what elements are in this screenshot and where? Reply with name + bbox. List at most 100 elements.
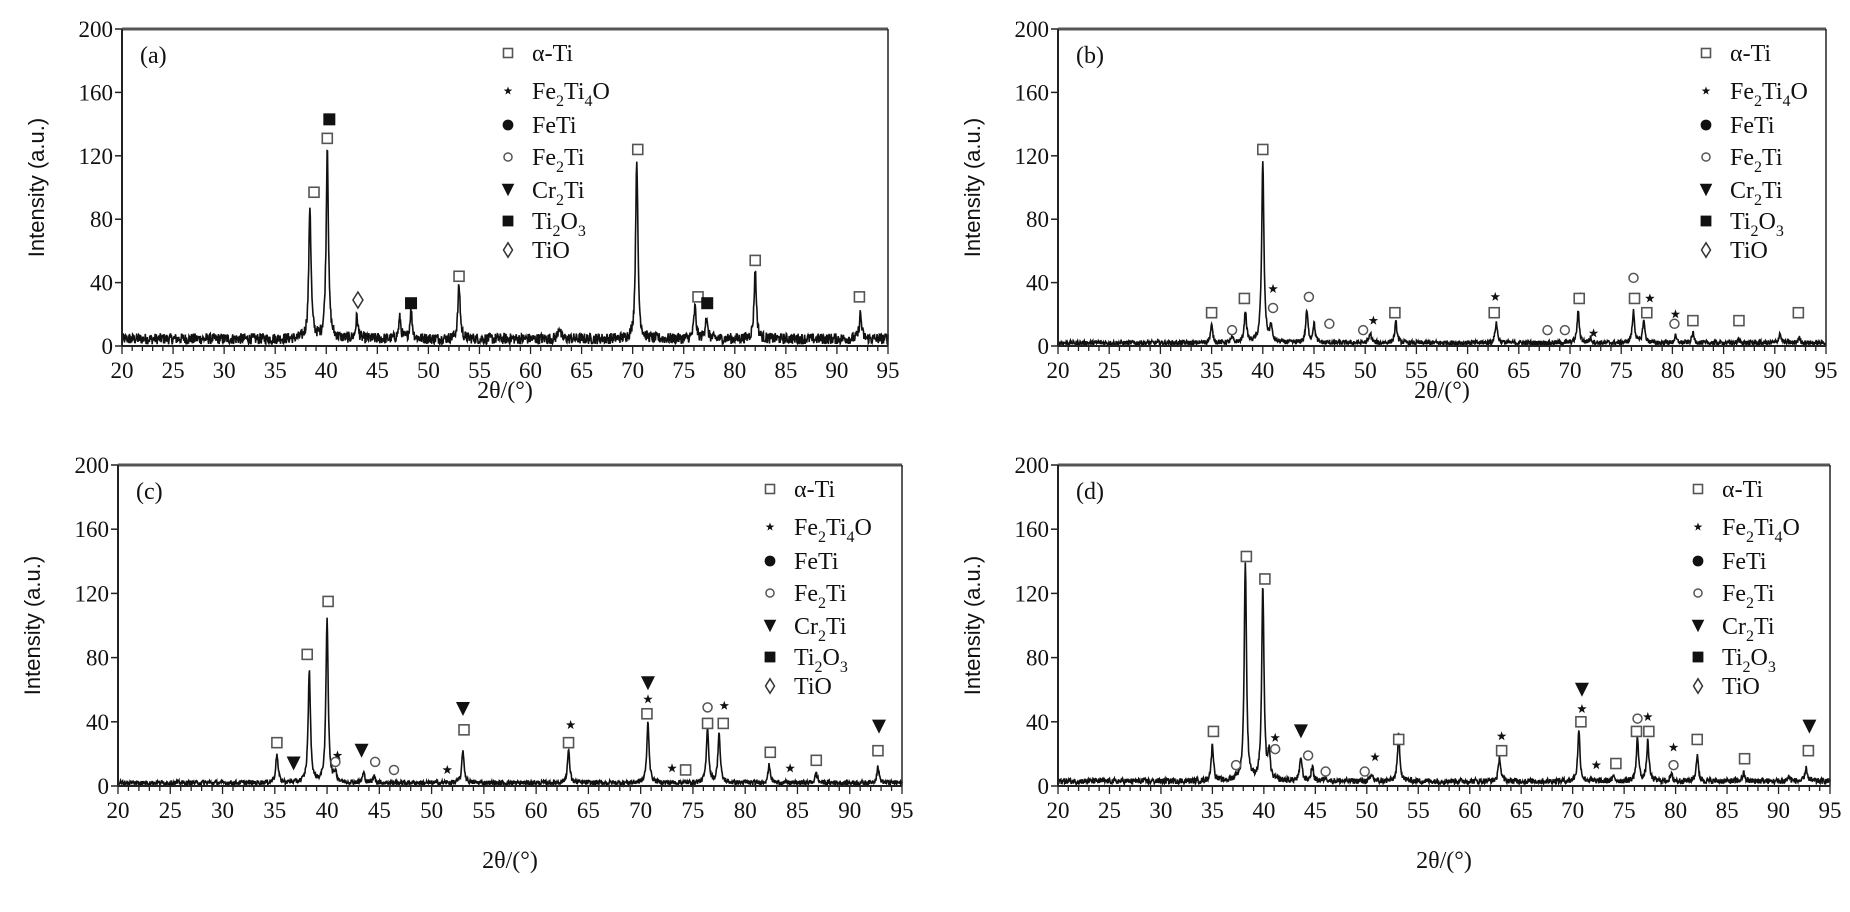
- legend-label: α-Ti: [794, 477, 835, 503]
- x-tick-label: 45: [1304, 798, 1327, 823]
- open-diamond-icon: [1700, 241, 1712, 259]
- x-tick-label: 70: [1561, 798, 1584, 823]
- y-tick-label: 160: [75, 517, 110, 542]
- phase-marker-fe2ti: [1542, 324, 1553, 336]
- y-tick-label: 40: [86, 710, 109, 735]
- filled-circle-icon: [764, 555, 776, 567]
- x-tick-label: 55: [1407, 798, 1430, 823]
- filled-triangle-down-icon: [1699, 183, 1713, 197]
- phase-marker-ti2o3: [405, 297, 418, 310]
- x-tick-label: 75: [1610, 358, 1633, 383]
- legend-label: Ti2O3: [1722, 645, 1776, 676]
- phase-marker-alpha-ti: [1575, 715, 1587, 728]
- phase-marker-fe2ti: [1632, 713, 1643, 724]
- phase-marker-alpha-ti: [1257, 143, 1269, 156]
- phase-marker-fe2ti: [330, 756, 341, 768]
- phase-marker-fe2ti: [1302, 750, 1314, 761]
- phase-marker-fe2ti: [1559, 324, 1571, 336]
- legend-item-ti2o3: Ti2O3: [1692, 645, 1776, 676]
- phase-marker-fe2ti: [1226, 324, 1238, 336]
- legend-label: Fe2Ti: [1730, 145, 1783, 176]
- xrd-pattern-line: [121, 149, 889, 347]
- x-tick-label: 40: [316, 798, 339, 823]
- x-axis-title: 2θ/(°): [477, 378, 533, 404]
- phase-marker-cr2ti: [1802, 719, 1817, 734]
- x-axis-title: 2θ/(°): [1414, 378, 1470, 404]
- star-icon: [1701, 86, 1711, 95]
- phase-marker-alpha-ti: [1495, 744, 1508, 757]
- open-diamond-icon: [502, 241, 514, 259]
- phase-marker-fe2ti4o: [1368, 315, 1379, 325]
- x-tick-label: 95: [1815, 358, 1838, 383]
- phase-marker-alpha-ti: [1207, 725, 1220, 738]
- legend-label: Fe2Ti4O: [532, 79, 610, 110]
- legend-item-fe2ti4o: Fe2Ti4O: [1701, 79, 1808, 110]
- phase-marker-alpha-ti: [1691, 733, 1704, 746]
- y-tick-label: 80: [1026, 207, 1049, 232]
- phase-marker-alpha-ti: [453, 270, 465, 283]
- x-tick-label: 55: [1405, 358, 1428, 383]
- y-tick-label: 160: [1015, 80, 1050, 105]
- x-tick-label: 30: [211, 798, 234, 823]
- phase-marker-ti2o3: [323, 113, 336, 126]
- phase-marker-fe2ti: [1230, 759, 1242, 771]
- phase-marker-fe2ti: [1669, 318, 1680, 330]
- legend-item-alpha-ti: α-Ti: [1692, 477, 1763, 503]
- phase-marker-ti2o3: [701, 297, 714, 310]
- legend-item-fe2ti: Fe2Ti: [765, 581, 847, 612]
- open-square-icon: [1700, 47, 1712, 59]
- x-tick-label: 30: [1149, 358, 1172, 383]
- legend-item-feti: FeTi: [502, 113, 577, 139]
- phase-marker-alpha-ti: [1643, 725, 1655, 738]
- x-tick-label: 35: [1201, 798, 1224, 823]
- legend-item-cr2ti: Cr2Ti: [763, 614, 847, 645]
- phase-marker-alpha-ti: [1610, 757, 1622, 770]
- phase-marker-alpha-ti: [1641, 306, 1653, 319]
- x-tick-label: 35: [264, 358, 287, 383]
- phase-marker-alpha-ti: [1238, 292, 1251, 305]
- x-tick-label: 20: [107, 798, 130, 823]
- panel-label: (c): [136, 479, 163, 505]
- x-tick-label: 25: [1098, 358, 1121, 383]
- legend-label: Ti2O3: [532, 209, 586, 240]
- phase-marker-alpha-ti: [321, 132, 334, 145]
- open-square-icon: [502, 47, 514, 59]
- x-tick-label: 85: [774, 358, 797, 383]
- panel-label: (d): [1076, 479, 1104, 505]
- legend-label: FeTi: [532, 113, 577, 139]
- phase-marker-alpha-ti: [1488, 306, 1501, 319]
- filled-square-icon: [1692, 651, 1704, 663]
- legend-item-feti: FeTi: [764, 549, 839, 575]
- phase-marker-fe2ti4o: [1490, 291, 1500, 301]
- x-tick-label: 70: [1559, 358, 1582, 383]
- phase-marker-alpha-ti: [872, 744, 884, 757]
- xrd-pattern-line: [1057, 161, 1827, 349]
- legend-label: α-Ti: [1722, 477, 1763, 503]
- filled-circle-icon: [1692, 555, 1704, 567]
- x-tick-label: 75: [1613, 798, 1636, 823]
- legend-item-feti: FeTi: [1700, 113, 1775, 139]
- phase-marker-cr2ti: [1574, 682, 1589, 697]
- x-tick-label: 80: [1661, 358, 1684, 383]
- legend-item-tio: TiO: [764, 674, 832, 700]
- filled-square-icon: [764, 651, 776, 663]
- x-tick-label: 65: [1507, 358, 1530, 383]
- x-tick-label: 90: [838, 798, 861, 823]
- phase-marker-alpha-ti: [1573, 292, 1586, 305]
- x-tick-label: 50: [1354, 358, 1377, 383]
- legend-item-cr2ti: Cr2Ti: [1699, 178, 1783, 209]
- y-tick-label: 40: [1026, 271, 1049, 296]
- phase-marker-fe2ti: [1267, 302, 1279, 314]
- x-tick-label: 90: [1767, 798, 1790, 823]
- legend-label: Cr2Ti: [794, 614, 847, 645]
- x-tick-label: 95: [877, 358, 900, 383]
- phase-marker-fe2ti4o: [667, 763, 677, 773]
- x-tick-label: 30: [213, 358, 236, 383]
- x-tick-label: 95: [891, 798, 914, 823]
- x-tick-label: 55: [468, 358, 491, 383]
- y-tick-label: 80: [1026, 646, 1049, 671]
- y-tick-label: 120: [79, 144, 114, 169]
- open-circle-icon: [765, 588, 775, 598]
